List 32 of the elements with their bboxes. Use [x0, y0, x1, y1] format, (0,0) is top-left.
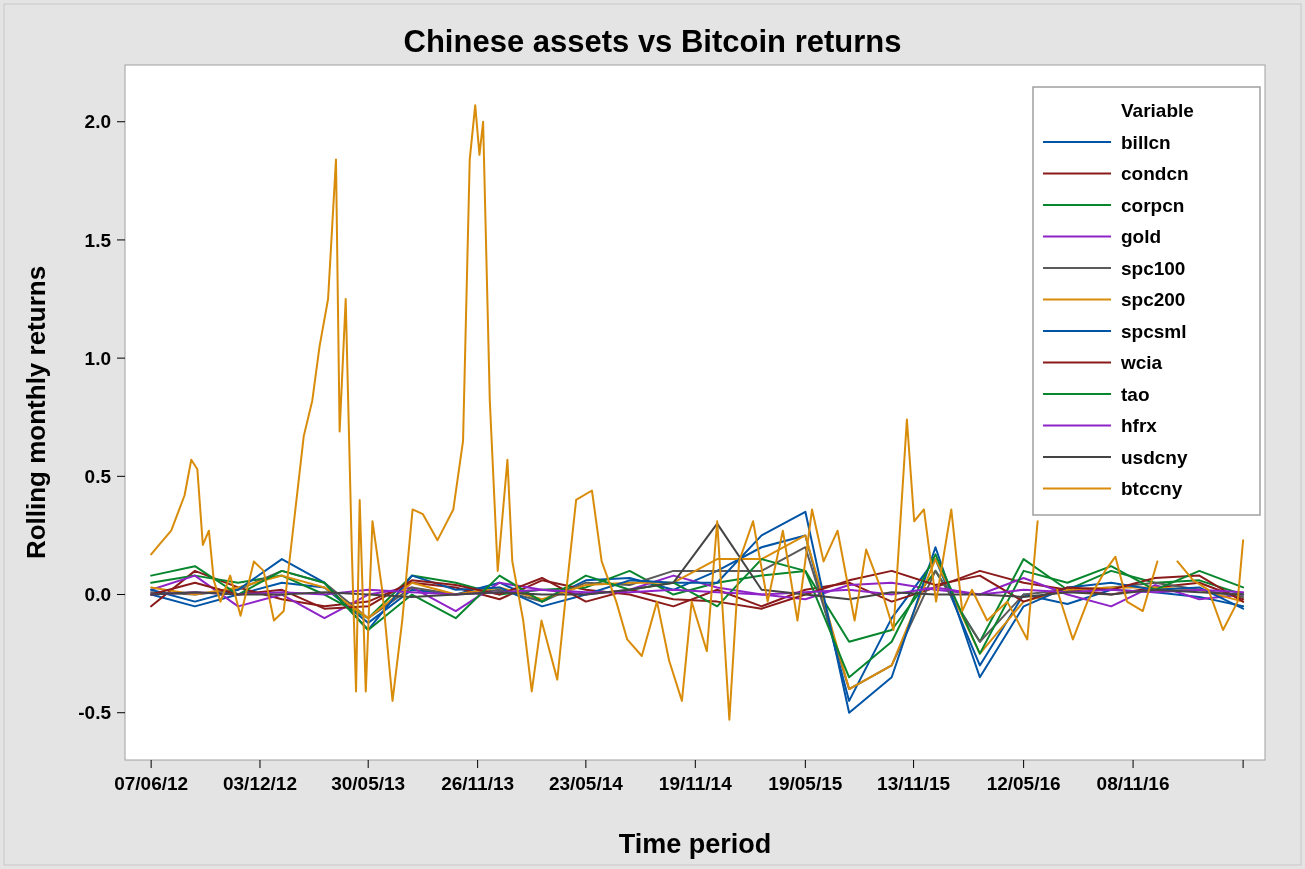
chart-title: Chinese assets vs Bitcoin returns — [403, 24, 902, 59]
legend-label: billcn — [1121, 131, 1171, 153]
legend-label: corpcn — [1121, 194, 1185, 216]
legend-label: btccny — [1121, 478, 1183, 500]
x-tick-label: 30/05/13 — [331, 773, 406, 794]
x-tick-label: 03/12/12 — [222, 773, 297, 794]
y-axis-title: Rolling monthly returns — [21, 265, 51, 560]
x-tick-label: 19/05/15 — [768, 773, 843, 794]
legend-title: Variable — [1121, 100, 1194, 121]
legend-label: usdcny — [1121, 446, 1188, 468]
legend-label: spc100 — [1121, 257, 1186, 279]
y-tick-label: 1.0 — [84, 347, 111, 369]
x-axis-title: Time period — [618, 829, 772, 859]
y-tick-label: 0.5 — [84, 465, 112, 487]
y-tick-label: 1.5 — [84, 229, 112, 251]
legend-label: spc200 — [1121, 289, 1186, 311]
x-tick-label: 07/06/12 — [114, 773, 189, 794]
legend-label: gold — [1121, 226, 1162, 248]
legend-label: condcn — [1121, 163, 1189, 185]
x-tick-label: 19/11/14 — [658, 773, 733, 794]
y-tick-label: 2.0 — [84, 111, 111, 133]
x-tick-label: 12/05/16 — [986, 773, 1061, 794]
legend-label: hfrx — [1121, 415, 1158, 437]
x-tick-label: 13/11/15 — [877, 773, 951, 794]
x-tick-label: 08/11/16 — [1096, 773, 1170, 794]
legend-label: spcsml — [1121, 320, 1187, 342]
y-tick-label: 0.0 — [84, 584, 111, 606]
y-tick-label: -0.5 — [78, 702, 112, 724]
x-tick-label: 26/11/13 — [441, 773, 515, 794]
legend-label: tao — [1121, 383, 1150, 405]
x-tick-label: 23/05/14 — [548, 773, 624, 794]
legend-label: wcia — [1120, 352, 1163, 374]
